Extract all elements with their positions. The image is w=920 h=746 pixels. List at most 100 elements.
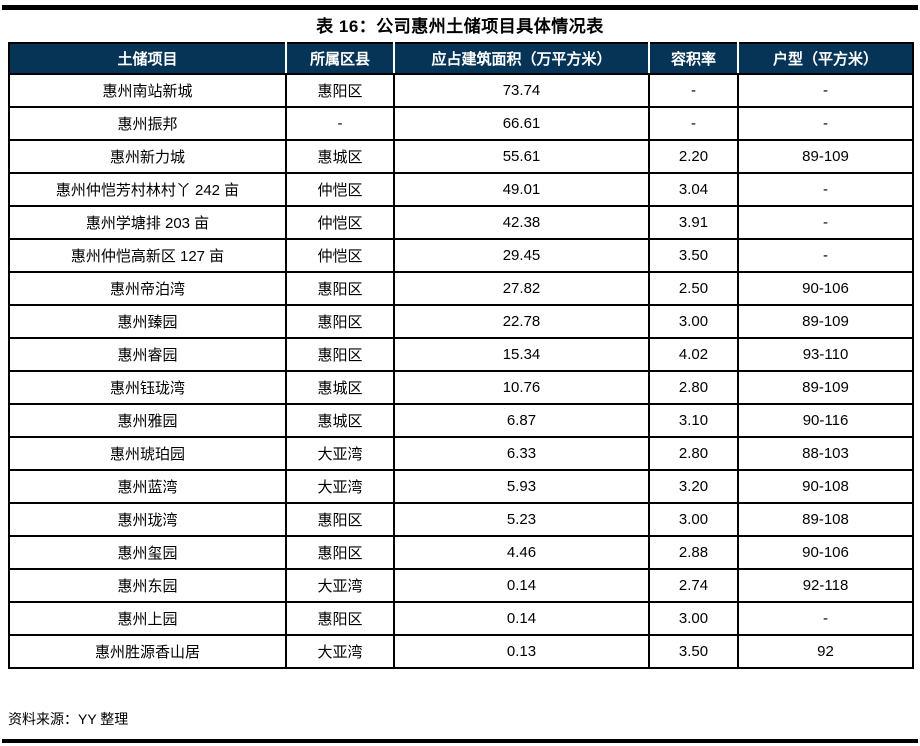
table-cell: 29.45 [393, 238, 650, 273]
column-header-area: 应占建筑面积（万平方米） [393, 42, 650, 75]
table-row: 惠州钰珑湾 惠城区 10.76 2.80 89-109 [8, 370, 914, 405]
table-row: 惠州南站新城 惠阳区 73.74- - [8, 73, 914, 108]
table-cell: - [648, 73, 739, 108]
table-cell: 惠州胜源香山居 [8, 634, 287, 669]
table-cell: - [737, 73, 914, 108]
table-cell: 惠州雅园 [8, 403, 287, 438]
table-row: 惠州仲恺高新区 127 亩仲恺区 29.45 3.50- [8, 238, 914, 273]
table-cell: 66.61 [393, 106, 650, 141]
table-row: 惠州新力城 惠城区 55.61 2.20 89-109 [8, 139, 914, 174]
table-cell: 0.14 [393, 601, 650, 636]
table-cell: 90-108 [737, 469, 914, 504]
table-cell: 惠城区 [285, 139, 395, 174]
table-cell: 5.23 [393, 502, 650, 537]
table-row: 惠州睿园 惠阳区 15.34 4.02 93-110 [8, 337, 914, 372]
table-cell: 49.01 [393, 172, 650, 207]
table-cell: - [737, 106, 914, 141]
table-cell: 89-109 [737, 139, 914, 174]
table-cell: 88-103 [737, 436, 914, 471]
table-row: 惠州臻园 惠阳区 22.78 3.00 89-109 [8, 304, 914, 339]
table-cell: 大亚湾 [285, 469, 395, 504]
table-cell: 73.74 [393, 73, 650, 108]
table-cell: 惠州钰珑湾 [8, 370, 287, 405]
table-cell: 27.82 [393, 271, 650, 306]
table-cell: 42.38 [393, 205, 650, 240]
table-cell: 89-108 [737, 502, 914, 537]
table-cell: 10.76 [393, 370, 650, 405]
table-cell: 惠州振邦 [8, 106, 287, 141]
table-row: 惠州振邦 -66.61- - [8, 106, 914, 141]
table-cell: - [737, 172, 914, 207]
table-cell: 惠阳区 [285, 535, 395, 570]
table-cell: 惠阳区 [285, 337, 395, 372]
table-cell: - [737, 238, 914, 273]
table-cell: 89-109 [737, 304, 914, 339]
land-reserve-table: 土储项目 所属区县 应占建筑面积（万平方米） 容积率 户型（平方米） 惠州南站新… [8, 42, 914, 669]
table-cell: 惠州仲恺高新区 127 亩 [8, 238, 287, 273]
table-cell: 惠州珑湾 [8, 502, 287, 537]
table-cell: 惠州睿园 [8, 337, 287, 372]
table-cell: 0.13 [393, 634, 650, 669]
table-cell: 0.14 [393, 568, 650, 603]
bottom-rule [2, 739, 918, 743]
table-cell: 惠州仲恺芳村林村丫 242 亩 [8, 172, 287, 207]
table-cell: 惠州学塘排 203 亩 [8, 205, 287, 240]
table-cell: 惠州新力城 [8, 139, 287, 174]
table-row: 惠州仲恺芳村林村丫 242 亩仲恺区 49.01 3.04- [8, 172, 914, 207]
column-header-unit: 户型（平方米） [737, 42, 914, 75]
table-row: 惠州帝泊湾 惠阳区 27.82 2.50 90-106 [8, 271, 914, 306]
column-header-district: 所属区县 [285, 42, 395, 75]
table-cell: 3.00 [648, 502, 739, 537]
column-header-project: 土储项目 [8, 42, 287, 75]
table-row: 惠州雅园 惠城区 6.87 3.10 90-116 [8, 403, 914, 438]
table-cell: 92 [737, 634, 914, 669]
table-cell: 15.34 [393, 337, 650, 372]
table-row: 惠州珑湾 惠阳区 5.23 3.00 89-108 [8, 502, 914, 537]
table-cell: 3.50 [648, 634, 739, 669]
table-row: 惠州玺园 惠阳区 4.46 2.88 90-106 [8, 535, 914, 570]
table-cell: 大亚湾 [285, 568, 395, 603]
table-cell: 93-110 [737, 337, 914, 372]
table-cell: 惠城区 [285, 370, 395, 405]
table-title: 表 16：公司惠州土储项目具体情况表 [316, 17, 604, 36]
table-cell: 3.10 [648, 403, 739, 438]
table-cell: - [737, 601, 914, 636]
top-rule [2, 5, 918, 10]
table-cell: 惠州琥珀园 [8, 436, 287, 471]
table-header-row: 土储项目 所属区县 应占建筑面积（万平方米） 容积率 户型（平方米） [8, 42, 914, 75]
table-cell: 大亚湾 [285, 634, 395, 669]
table-row: 惠州蓝湾 大亚湾 5.93 3.20 90-108 [8, 469, 914, 504]
table-cell: 2.20 [648, 139, 739, 174]
table-cell: 89-109 [737, 370, 914, 405]
table-cell: 惠城区 [285, 403, 395, 438]
source-note: 资料来源：YY 整理 [8, 711, 129, 727]
table-cell: 惠州东园 [8, 568, 287, 603]
table-cell: 惠阳区 [285, 271, 395, 306]
table-cell: 惠州蓝湾 [8, 469, 287, 504]
table-cell: 惠州上园 [8, 601, 287, 636]
table-cell: 2.80 [648, 436, 739, 471]
table-cell: 90-106 [737, 271, 914, 306]
table-cell: 3.00 [648, 304, 739, 339]
table-cell: 3.00 [648, 601, 739, 636]
table-row: 惠州琥珀园 大亚湾 6.33 2.80 88-103 [8, 436, 914, 471]
table-cell: 3.50 [648, 238, 739, 273]
table-cell: 惠阳区 [285, 502, 395, 537]
table-row: 惠州上园 惠阳区 0.14 3.00- [8, 601, 914, 636]
table-cell: 90-116 [737, 403, 914, 438]
table-cell: - [737, 205, 914, 240]
table-cell: 惠阳区 [285, 73, 395, 108]
table-cell: 大亚湾 [285, 436, 395, 471]
table-cell: 惠州臻园 [8, 304, 287, 339]
table-cell: 3.04 [648, 172, 739, 207]
table-cell: 6.33 [393, 436, 650, 471]
table-cell: 90-106 [737, 535, 914, 570]
table-cell: 4.46 [393, 535, 650, 570]
table-cell: - [648, 106, 739, 141]
table-body: 惠州南站新城 惠阳区 73.74- - 惠州振邦 -66.61- - 惠州新力城 惠城区 55.6… [8, 73, 914, 669]
table-row: 惠州学塘排 203 亩仲恺区 42.38 3.91- [8, 205, 914, 240]
table-cell: 6.87 [393, 403, 650, 438]
column-header-ratio: 容积率 [648, 42, 739, 75]
table-cell: 22.78 [393, 304, 650, 339]
table-cell: 2.50 [648, 271, 739, 306]
